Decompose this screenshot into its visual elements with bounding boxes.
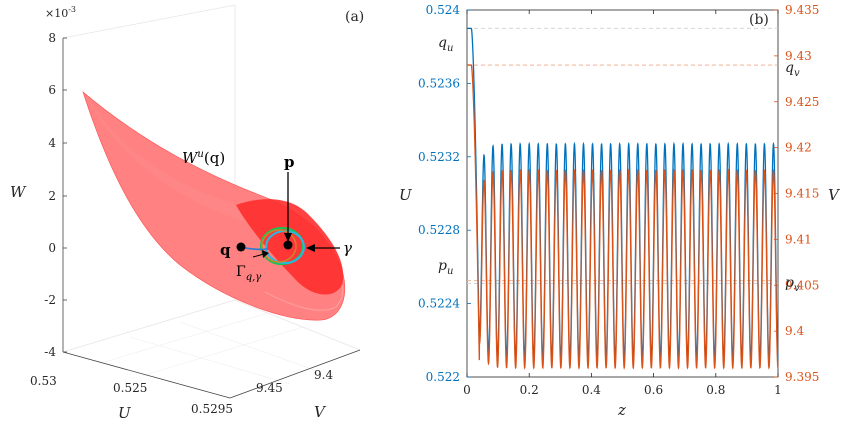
p-v-label: pv <box>785 275 800 294</box>
left-tick-label: 0.5228 <box>418 223 460 237</box>
floor-grid-line <box>100 312 269 364</box>
right-tick-label: 9.43 <box>785 49 812 63</box>
right-tick-label: 9.435 <box>785 3 819 17</box>
connection-arrowhead <box>262 250 269 258</box>
right-tick-label: 9.425 <box>785 95 819 109</box>
w-tick-label: -2 <box>44 293 56 307</box>
panel-b-label: (b) <box>749 12 769 28</box>
axis-layer: 0 0.2 0.4 0.6 0.8 1 0.524 0.5236 0.5232 0.5228 0.5… <box>418 3 819 397</box>
gamma-arrowhead <box>306 244 315 252</box>
w-tick-label: 2 <box>48 189 56 203</box>
left-tick-label: 0.5224 <box>418 297 460 311</box>
u-tick-label: 0.525 <box>113 381 147 395</box>
box-back-floor-right <box>234 299 361 351</box>
u-axis-line <box>62 351 231 399</box>
series-layer <box>467 27 779 370</box>
panel-a-label: (a) <box>345 9 364 25</box>
w-tick-label: -4 <box>44 345 56 359</box>
connection-label: Γq,γ <box>236 264 261 283</box>
equilibrium-q-marker <box>236 242 246 252</box>
x-tick-label: 1 <box>774 383 782 397</box>
v-axis-label: V <box>828 186 841 204</box>
unstable-manifold-surface <box>82 91 346 321</box>
w-tick-label: 6 <box>48 83 56 97</box>
v-axis-line <box>229 349 361 399</box>
p-u-label: pu <box>438 258 453 277</box>
w-axis-ticks: 8 6 4 2 0 -2 -4 <box>44 31 67 359</box>
left-tick-label: 0.5236 <box>418 76 460 90</box>
box-top-edge <box>62 4 236 39</box>
w-exponent: ×10-3 <box>45 5 76 20</box>
u-tick-label: 0.53 <box>30 374 57 388</box>
periodic-orbit-gamma <box>259 226 305 266</box>
x-tick-label: 0.8 <box>706 383 725 397</box>
x-tick-label: 0.6 <box>644 383 663 397</box>
panel-a: 8 6 4 2 0 -2 -4 ×10-3 W 0.53 0.525 0.529… <box>10 4 364 422</box>
floor-grid-line <box>179 321 321 373</box>
left-tick-label: 0.524 <box>426 3 461 17</box>
manifold-label: Wu(q) <box>182 149 225 167</box>
box-back-floor-left <box>62 299 236 353</box>
right-tick-label: 9.4 <box>785 324 804 338</box>
x-tick-label: 0.2 <box>520 383 539 397</box>
q-u-label: qu <box>438 35 453 54</box>
right-tick-label: 9.405 <box>785 278 819 292</box>
v-tick-label: 9.4 <box>314 368 333 382</box>
w-axis-label: W <box>10 183 27 201</box>
v-tick-label: 9.45 <box>256 381 283 395</box>
equilibrium-p-marker <box>283 240 293 250</box>
z-axis-label: z <box>617 401 626 419</box>
right-tick-label: 9.42 <box>785 141 812 155</box>
right-tick-label: 9.41 <box>785 232 812 246</box>
panel-b: (b) 0 0.2 0.4 0.6 0.8 1 0.524 0.5236 0.5232 0.522… <box>399 3 841 419</box>
x-tick-label: 0 <box>463 383 471 397</box>
p-arrowhead <box>284 233 292 242</box>
connection-arrow <box>252 253 265 258</box>
w-tick-label: 8 <box>48 31 56 45</box>
u-axis-label: U <box>399 186 413 204</box>
w-tick-label: 4 <box>48 136 56 150</box>
u-tick-label: 0.5295 <box>191 402 233 416</box>
u-axis-label: U <box>118 404 132 422</box>
floor-grid-line <box>141 326 304 377</box>
x-tick-label: 0.4 <box>582 383 601 397</box>
v-axis-label: V <box>314 403 327 421</box>
p-label: p <box>284 153 295 171</box>
floor-grid-line <box>129 336 291 385</box>
left-tick-label: 0.5232 <box>418 150 460 164</box>
w-tick-label: 0 <box>48 241 56 255</box>
series-line-v <box>467 64 779 370</box>
left-tick-label: 0.522 <box>426 370 460 384</box>
right-tick-label: 9.395 <box>785 370 819 384</box>
right-tick-label: 9.415 <box>785 187 819 201</box>
gamma-label: γ <box>343 239 352 257</box>
q-label: q <box>220 241 231 259</box>
q-v-label: qv <box>785 60 800 79</box>
